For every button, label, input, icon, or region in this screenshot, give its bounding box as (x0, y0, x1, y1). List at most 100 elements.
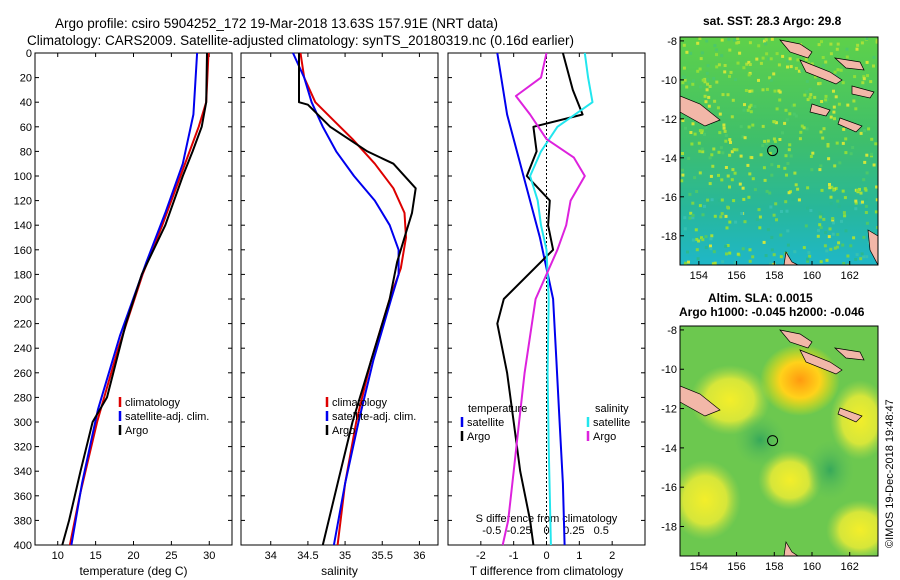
x-axis-label: salinity (321, 564, 358, 578)
sst-pixel (837, 241, 841, 245)
sst-pixel (786, 65, 789, 69)
sst-pixel (725, 252, 728, 256)
sst-pixel (773, 120, 777, 124)
sst-pixel (711, 164, 715, 168)
sst-pixel (748, 105, 752, 109)
x-tick-label: 25 (165, 550, 177, 562)
sst-pixel (724, 244, 728, 248)
sst-pixel (859, 257, 863, 261)
sst-pixel (688, 192, 692, 196)
sst-pixel (838, 161, 842, 165)
sst-pixel (865, 153, 869, 157)
island-shape (833, 57, 865, 71)
sst-pixel (722, 126, 726, 130)
sst-pixel (684, 126, 687, 130)
sst-pixel (806, 259, 810, 263)
sst-pixel (725, 226, 729, 230)
sst-pixel (845, 55, 849, 59)
y-tick-label: -14 (661, 443, 677, 455)
sst-pixel (786, 229, 790, 233)
sst-pixel (726, 174, 730, 178)
sst-pixel (821, 56, 825, 59)
series-line-temperature-satellite (496, 52, 566, 546)
sst-pixel (764, 254, 768, 258)
sst-pixel (785, 209, 789, 213)
sst-pixel (777, 63, 781, 67)
y-tick-label: 80 (20, 146, 32, 158)
sst-pixel (712, 250, 716, 254)
sst-pixel (862, 199, 866, 203)
sst-pixel (788, 112, 792, 116)
sst-pixel (697, 141, 701, 145)
sst-pixel (784, 154, 788, 158)
x-tick-label: 154 (690, 561, 708, 573)
sla-warm-blob (760, 344, 840, 416)
sst-pixel (786, 243, 790, 247)
sst-pixel (696, 257, 700, 261)
sst-pixel (769, 57, 773, 61)
x-axis-label: temperature (deg C) (79, 564, 187, 578)
sst-pixel (785, 173, 788, 177)
sla-low-blob (806, 440, 854, 500)
sst-pixel (759, 153, 763, 157)
sst-pixel (734, 220, 738, 224)
sst-pixel (822, 127, 826, 131)
sst-pixel (772, 72, 776, 76)
sst-pixel (869, 80, 873, 84)
sla-map-axes: 154 156 158 160 162 -8 -10 -12 -14 -16 -18 (661, 325, 859, 573)
sst-pixel (715, 80, 719, 84)
sst-pixel (705, 71, 709, 75)
series-line-satellite-adj.-clim. (292, 52, 400, 546)
sst-pixel (728, 74, 731, 78)
legend-label: Argo (332, 425, 355, 437)
sst-pixel (700, 131, 704, 135)
sst-pixel (732, 148, 736, 152)
island-shape (851, 85, 875, 99)
legend-label: satellite (593, 417, 630, 429)
sst-pixel (710, 234, 714, 238)
sst-pixel (739, 154, 743, 158)
sst-pixel (689, 131, 693, 134)
sst-pixel (712, 147, 716, 151)
x-tick-label: 156 (727, 561, 745, 573)
sst-pixel (844, 151, 848, 155)
sst-pixel (835, 141, 839, 145)
sst-pixel (803, 93, 807, 97)
figure-title-line1: Argo profile: csiro 5904252_172 19-Mar-2… (55, 16, 498, 31)
sst-pixel (807, 251, 811, 255)
sst-pixel (842, 127, 846, 131)
y-tick-label: 120 (14, 196, 32, 208)
y-tick-label: -18 (661, 231, 677, 243)
sst-pixel (788, 143, 792, 147)
sst-pixel (682, 43, 686, 47)
x-tick-label: 154 (690, 270, 708, 282)
sst-pixel (865, 221, 869, 225)
sst-pixel (728, 251, 732, 255)
sst-pixel (833, 246, 837, 250)
sst-pixel (696, 69, 700, 73)
island-shape (779, 39, 813, 59)
sst-pixel (709, 237, 713, 241)
sst-pixel (872, 163, 876, 167)
sst-pixel (831, 221, 835, 225)
sst-pixel (802, 126, 806, 130)
y-tick-label: -18 (661, 522, 677, 534)
sla-blob (826, 500, 878, 556)
sst-pixel (721, 151, 725, 155)
sst-pixel (808, 96, 812, 100)
sst-pixel (832, 188, 836, 192)
sst-pixel (710, 198, 714, 202)
sst-pixel (804, 224, 808, 228)
sst-pixel (780, 210, 783, 213)
sst-pixel (703, 132, 706, 136)
sst-pixel (732, 199, 736, 203)
sst-map-frame (679, 36, 879, 266)
x-tick-label: 35.5 (372, 550, 393, 562)
sst-pixel (700, 236, 703, 240)
sst-pixel (840, 219, 843, 223)
x-tick-label: 160 (803, 561, 821, 573)
sst-pixel (860, 41, 864, 45)
sst-pixel (698, 149, 702, 153)
sst-pixel (705, 39, 709, 43)
sst-pixel (682, 66, 686, 70)
